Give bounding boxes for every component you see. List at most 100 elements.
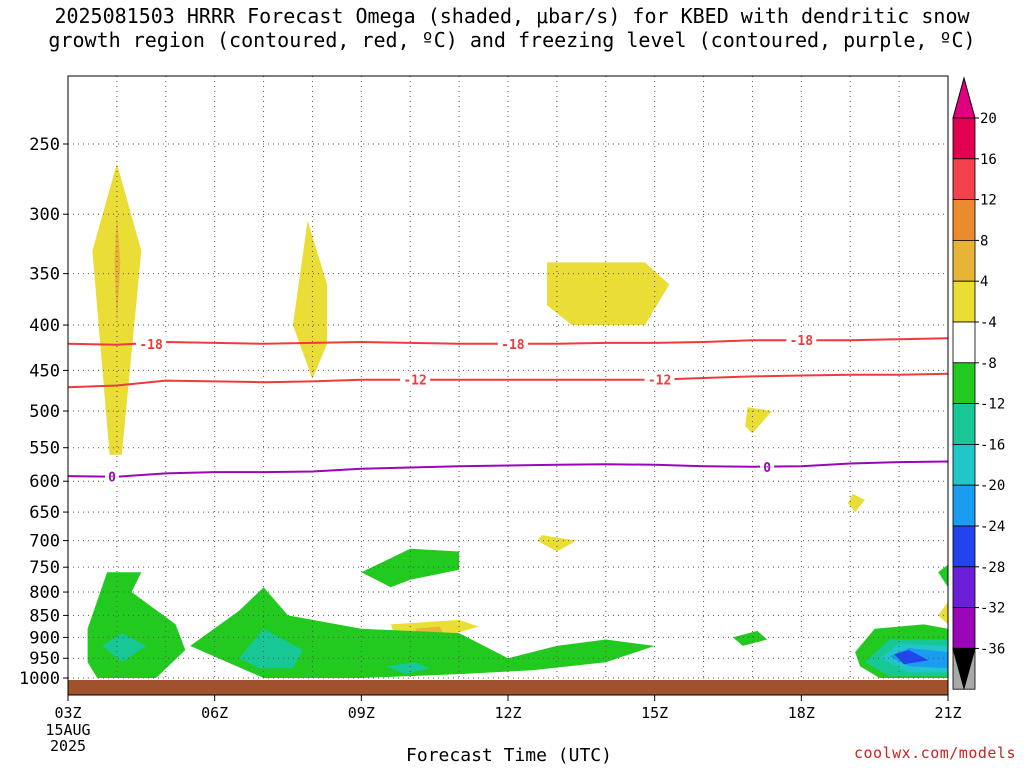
x-axis-label: Forecast Time (UTC) <box>406 745 612 766</box>
omega-region <box>114 214 121 325</box>
omega-region <box>385 662 430 675</box>
y-tick-label: 950 <box>29 649 60 669</box>
colorbar-tick-label: -16 <box>980 437 1005 453</box>
contour-label: -18 <box>790 334 814 349</box>
colorbar-segment <box>952 525 976 568</box>
contour-label-bg <box>400 371 431 387</box>
colorbar-tick-label: -12 <box>980 397 1005 413</box>
colorbar-segment <box>952 362 976 404</box>
colorbar-tick-label: 20 <box>980 111 997 127</box>
colorbar: 20 16 12 8 4 -4 -8 -12 -16 -20 -24 -28 -32 -36 <box>952 76 1005 691</box>
contour-line <box>67 372 949 389</box>
contour-label-bg <box>786 332 817 348</box>
colorbar-tick-label: -24 <box>980 519 1005 535</box>
omega-region <box>745 407 772 434</box>
colorbar-segment <box>952 199 976 241</box>
colorbar-bottom-arrow <box>952 647 976 691</box>
x-tick-label: 18Z <box>788 704 815 722</box>
colorbar-tick-label: -36 <box>980 641 1005 657</box>
omega-region <box>87 572 186 678</box>
y-tick-label: 600 <box>29 472 60 492</box>
y-tick-label: 450 <box>29 361 60 381</box>
x-tick-label: 06Z <box>201 704 228 722</box>
contour-label-bg <box>497 335 528 351</box>
y-axis: 2503003504004505005506006507007508008509… <box>19 135 68 689</box>
contour-label-bg <box>136 335 167 351</box>
omega-region <box>537 535 577 552</box>
colorbar-segment <box>952 117 976 160</box>
y-tick-label: 900 <box>29 628 60 648</box>
contour-label: -18 <box>501 338 525 353</box>
colorbar-segment <box>952 239 976 282</box>
x-tick-label: 03Z <box>54 704 81 722</box>
contour-label: 0 <box>763 461 771 476</box>
colorbar-segment <box>952 443 976 486</box>
colorbar-tick-label: 4 <box>980 274 988 290</box>
omega-region <box>292 220 328 379</box>
shaded-regions <box>87 163 948 678</box>
y-tick-label: 800 <box>29 583 60 603</box>
y-tick-label: 400 <box>29 316 60 336</box>
colorbar-tick-label: 8 <box>980 233 988 249</box>
colorbar-tick-label: 16 <box>980 152 997 168</box>
x-date-label: 2025 <box>50 737 86 755</box>
omega-region <box>894 650 929 665</box>
y-tick-label: 300 <box>29 205 60 225</box>
omega-region <box>102 633 147 663</box>
title-line-1: 2025081503 HRRR Forecast Omega (shaded, … <box>54 4 970 28</box>
omega-region <box>732 630 768 646</box>
y-tick-label: 500 <box>29 402 60 422</box>
y-tick-label: 850 <box>29 606 60 626</box>
y-tick-label: 750 <box>29 558 60 578</box>
contour-label: -12 <box>403 374 426 389</box>
contour-label: -18 <box>139 338 163 353</box>
contour-label-bg <box>105 468 119 484</box>
y-tick-label: 550 <box>29 439 60 459</box>
y-tick-label: 350 <box>29 265 60 285</box>
colorbar-tick-label: -20 <box>980 478 1005 494</box>
omega-region <box>938 601 948 625</box>
colorbar-tick-label: -28 <box>980 560 1005 576</box>
colorbar-top-arrow <box>952 76 976 119</box>
colorbar-tick-label: -8 <box>980 356 997 372</box>
contour-label-bg <box>760 458 775 474</box>
colorbar-tick-label: -32 <box>980 601 1005 617</box>
x-tick-label: 09Z <box>348 704 375 722</box>
x-tick-label: 12Z <box>494 704 521 722</box>
omega-region <box>190 587 655 678</box>
omega-region <box>547 262 670 325</box>
y-tick-label: 700 <box>29 532 60 552</box>
x-tick-label: 21Z <box>934 704 961 722</box>
contour-lines: -18 -18 -18 -12 -12 0 0 <box>67 332 949 486</box>
plot-frame <box>67 75 949 696</box>
x-tick-label: 15Z <box>641 704 668 722</box>
y-tick-label: 250 <box>29 135 60 155</box>
omega-region <box>847 493 865 513</box>
colorbar-segment <box>952 321 976 364</box>
colorbar-segment <box>952 484 976 527</box>
y-tick-label: 650 <box>29 503 60 523</box>
watermark-link[interactable]: coolwx.com/models <box>853 744 1016 762</box>
grid-lines <box>68 76 948 695</box>
contour-label: -12 <box>648 374 671 389</box>
x-date-label: 15AUG <box>45 721 90 739</box>
omega-region <box>239 628 303 669</box>
colorbar-segment <box>952 403 976 445</box>
colorbar-segment <box>952 607 976 649</box>
contour-line <box>67 460 949 478</box>
y-tick-label: 1000 <box>19 669 60 689</box>
omega-region <box>361 548 460 588</box>
colorbar-segment <box>952 158 976 201</box>
colorbar-segment <box>952 280 976 323</box>
title-line-2: growth region (contoured, red, ºC) and f… <box>48 28 976 52</box>
colorbar-tick-label: -4 <box>980 315 997 331</box>
colorbar-segment <box>952 566 976 608</box>
contour-label: 0 <box>108 471 116 486</box>
contour-label-bg <box>644 371 675 387</box>
colorbar-tick-label: 12 <box>980 193 997 209</box>
omega-region <box>938 564 948 588</box>
page-title: 2025081503 HRRR Forecast Omega (shaded, … <box>0 4 1024 52</box>
ground-surface <box>68 680 948 695</box>
